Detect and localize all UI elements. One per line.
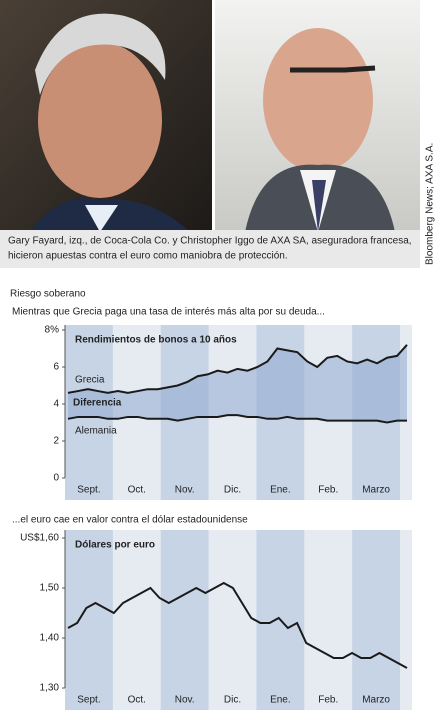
y-tick-label: 8%	[45, 325, 60, 336]
y-tick-label: 6	[53, 362, 59, 373]
photo-left	[0, 0, 212, 232]
x-tick-label: Sept.	[77, 485, 100, 496]
y-tick-label: 2	[53, 436, 59, 447]
x-tick-label: Feb.	[318, 695, 338, 706]
y-tick-label: 1,50	[40, 583, 60, 594]
photo-credit: Bloomberg News; AXA S.A.	[425, 143, 435, 265]
y-tick-label: US$1,60	[20, 533, 59, 544]
x-tick-label: Dic.	[224, 695, 241, 706]
x-tick-label: Marzo	[362, 695, 390, 706]
y-tick-label: 1,40	[40, 633, 60, 644]
series-label: Alemania	[75, 425, 117, 436]
x-tick-label: Nov.	[175, 485, 195, 496]
series-label: Grecia	[75, 375, 105, 386]
month-band	[65, 530, 113, 710]
month-band	[352, 530, 401, 710]
x-tick-label: Marzo	[362, 485, 390, 496]
difference-area	[68, 344, 407, 423]
x-tick-label: Oct.	[128, 485, 146, 496]
chart-subtitle: Mientras que Grecia paga una tasa de int…	[12, 307, 325, 318]
y-tick-label: 1,30	[40, 683, 60, 694]
y-tick-label: 0	[53, 473, 59, 484]
x-tick-label: Ene.	[270, 485, 291, 496]
x-tick-label: Nov.	[175, 695, 195, 706]
data-line	[67, 344, 408, 394]
photo-caption: Gary Fayard, izq., de Coca-Cola Co. y Ch…	[8, 236, 412, 247]
chart-subtitle: ...el euro cae en valor contra el dólar …	[12, 515, 248, 526]
x-tick-label: Dic.	[224, 485, 241, 496]
x-tick-label: Oct.	[128, 695, 146, 706]
data-line	[67, 581, 408, 669]
chart-title: Dólares por euro	[75, 540, 155, 551]
x-tick-label: Feb.	[318, 485, 338, 496]
month-band	[160, 530, 209, 710]
data-line	[67, 414, 407, 424]
section-title: Riesgo soberano	[10, 289, 86, 300]
caption-background	[0, 230, 420, 268]
photo-right	[215, 0, 420, 232]
chart-title: Rendimientos de bonos a 10 años	[75, 335, 237, 346]
x-tick-label: Ene.	[270, 695, 291, 706]
annotation: Diferencia	[73, 398, 122, 409]
y-tick-label: 4	[53, 399, 59, 410]
photo-caption: hicieron apuestas contra el euro como ma…	[8, 251, 288, 262]
x-tick-label: Sept.	[77, 695, 100, 706]
